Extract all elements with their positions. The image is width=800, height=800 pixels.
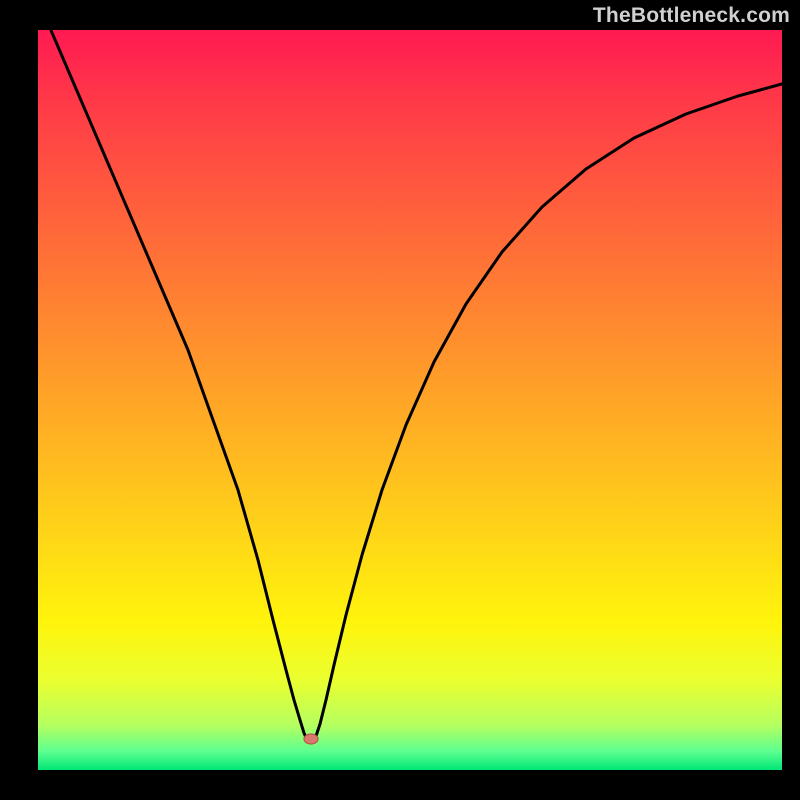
minimum-marker <box>304 734 318 744</box>
watermark-label: TheBottleneck.com <box>593 4 790 28</box>
bottleneck-chart <box>0 0 800 800</box>
gradient-plot-area <box>38 30 782 770</box>
chart-stage: TheBottleneck.com <box>0 0 800 800</box>
